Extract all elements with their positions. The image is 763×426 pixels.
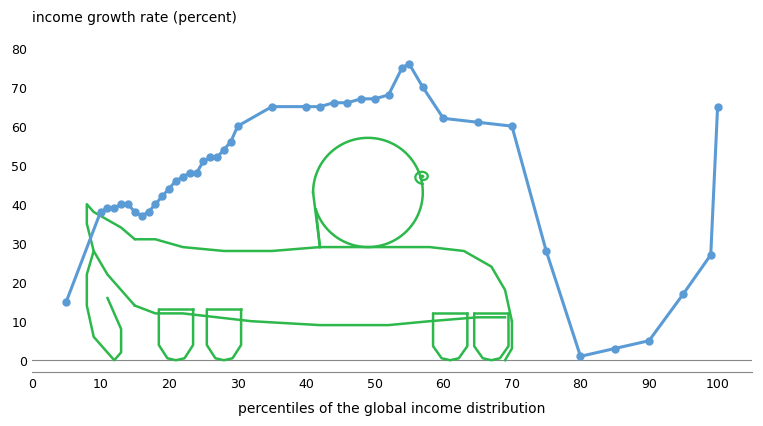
X-axis label: percentiles of the global income distribution: percentiles of the global income distrib… [238, 401, 546, 415]
Text: income growth rate (percent): income growth rate (percent) [32, 11, 237, 25]
